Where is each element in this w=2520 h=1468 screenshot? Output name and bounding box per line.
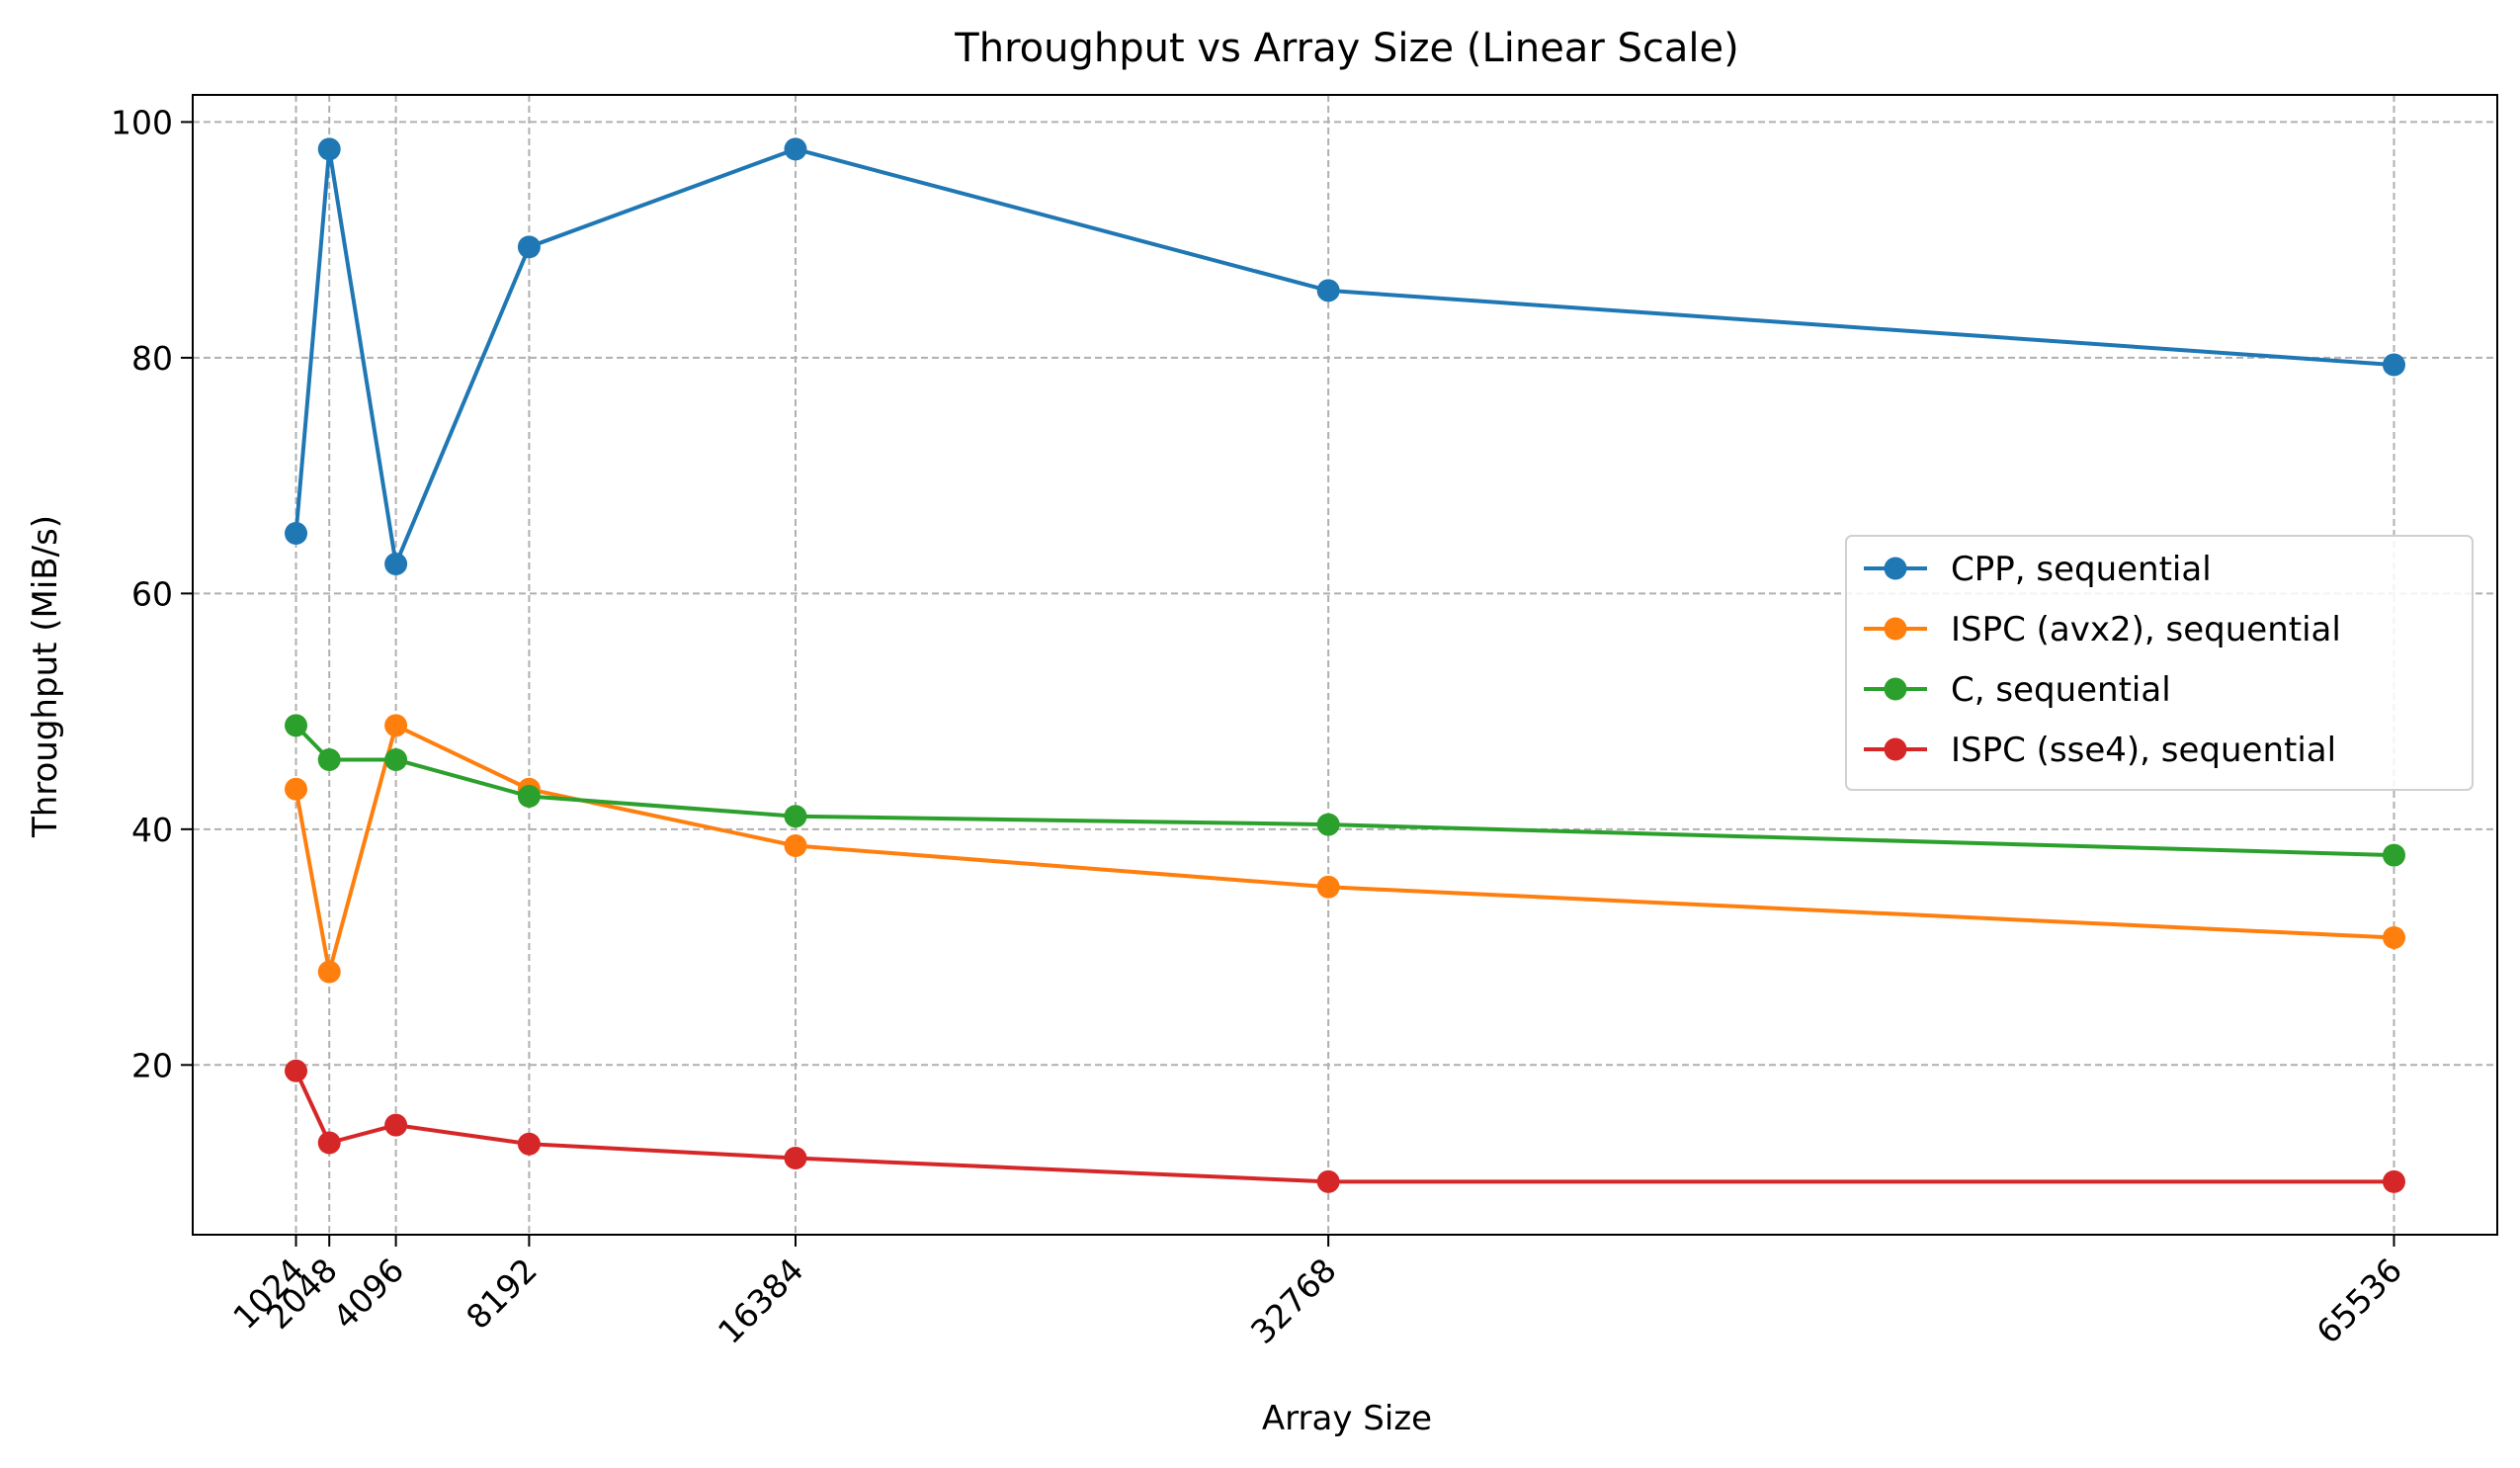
chart-title: Throughput vs Array Size (Linear Scale) <box>954 26 1738 71</box>
data-point <box>784 137 807 161</box>
data-point <box>784 834 807 858</box>
legend-label: ISPC (avx2), sequential <box>1951 610 2341 649</box>
data-point <box>1316 813 1340 836</box>
data-point <box>1316 279 1340 302</box>
data-point <box>517 784 541 808</box>
series-group <box>285 137 2405 1193</box>
data-point <box>2382 353 2405 377</box>
legend-label: ISPC (sse4), sequential <box>1951 731 2336 770</box>
grid <box>193 95 2497 1235</box>
data-point <box>285 714 308 737</box>
y-axis-label: Throughput (MiB/s) <box>26 515 65 838</box>
x-axis-label: Array Size <box>1262 1399 1432 1438</box>
legend-marker <box>1884 617 1907 641</box>
data-point <box>317 747 341 771</box>
data-point <box>317 960 341 984</box>
y-tick-label: 60 <box>131 574 173 613</box>
data-point <box>517 1132 541 1156</box>
data-point <box>384 747 408 771</box>
legend-marker <box>1884 737 1907 761</box>
y-tick-label: 20 <box>131 1046 173 1084</box>
data-point <box>1316 875 1340 899</box>
axes-frame <box>192 94 2498 1236</box>
y-tick-label: 100 <box>111 103 173 141</box>
data-point <box>384 1113 408 1137</box>
data-point <box>384 553 408 576</box>
legend-marker <box>1884 557 1907 580</box>
y-tick-label: 80 <box>131 339 173 378</box>
legend: CPP, sequential ISPC (avx2), sequential C,… <box>1845 535 2474 791</box>
data-point <box>2382 843 2405 867</box>
data-point <box>285 522 308 546</box>
data-point <box>2382 926 2405 950</box>
data-point <box>384 714 408 737</box>
data-point <box>285 1059 308 1082</box>
legend-label: C, sequential <box>1951 670 2171 710</box>
data-point <box>317 137 341 161</box>
data-point <box>1316 1169 1340 1193</box>
data-point <box>317 1131 341 1155</box>
data-point <box>784 1146 807 1169</box>
data-point <box>2382 1169 2405 1193</box>
y-tick-label: 40 <box>131 811 173 849</box>
legend-marker <box>1884 677 1907 701</box>
legend-box <box>1845 535 2474 791</box>
data-point <box>285 777 308 801</box>
legend-label: CPP, sequential <box>1951 550 2212 589</box>
data-point <box>784 805 807 828</box>
data-point <box>517 235 541 259</box>
